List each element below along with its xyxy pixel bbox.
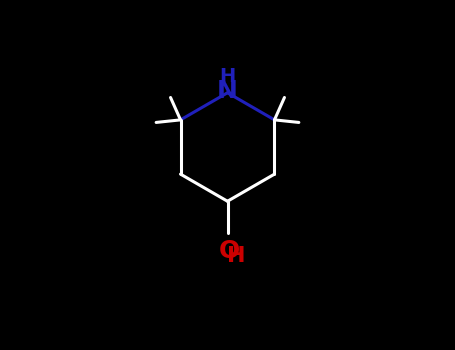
Text: H: H <box>219 68 236 86</box>
Text: N: N <box>217 79 238 103</box>
Text: O: O <box>218 239 240 263</box>
Text: H: H <box>227 246 246 266</box>
